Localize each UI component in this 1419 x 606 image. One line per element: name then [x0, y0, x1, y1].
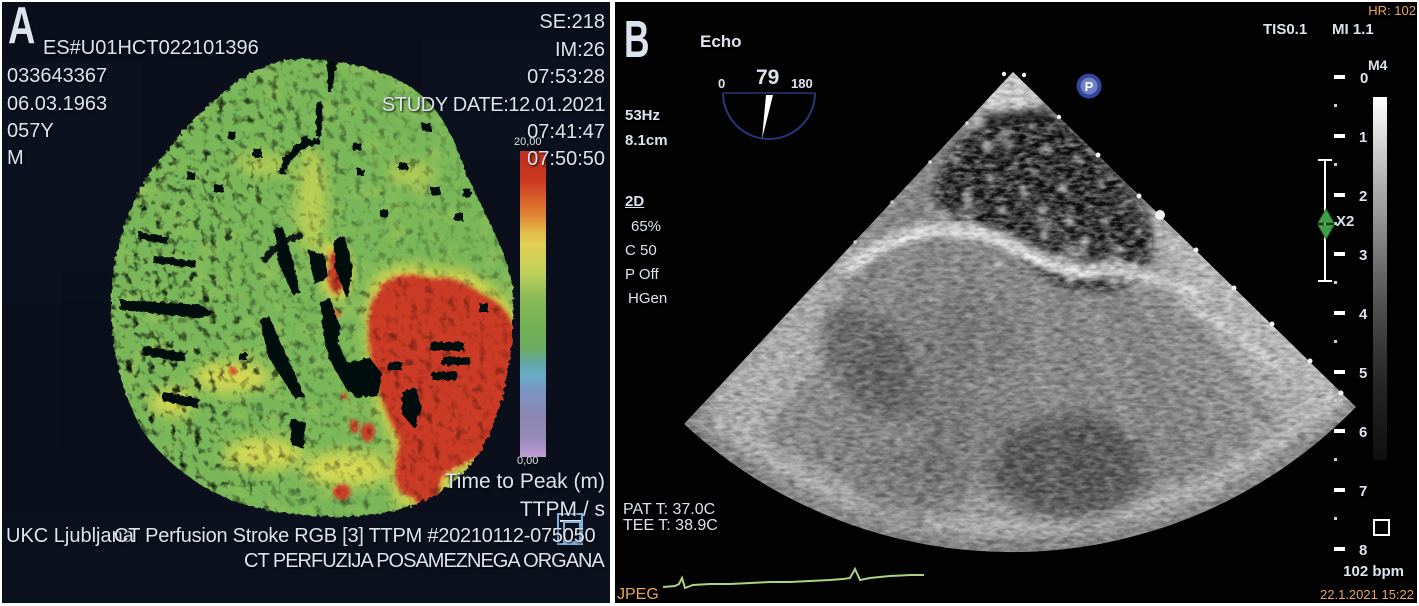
svg-text:P: P [1085, 79, 1094, 94]
